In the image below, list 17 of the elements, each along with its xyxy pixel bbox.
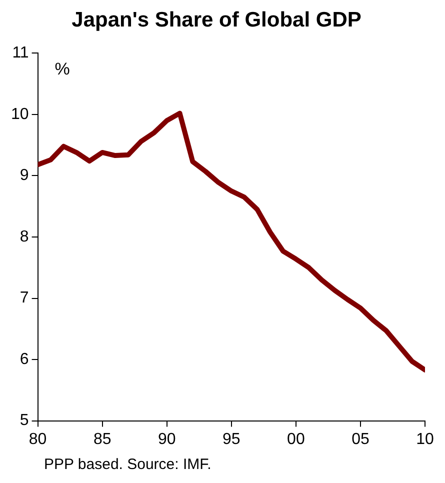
y-tick-label: 6 — [20, 350, 29, 368]
y-tick-label: 8 — [20, 228, 29, 246]
x-tick-label: 80 — [28, 430, 47, 448]
y-tick-label: 10 — [11, 106, 29, 123]
text: PPP based. Source: IMF. — [44, 456, 212, 473]
x-tick-label: 95 — [222, 430, 240, 448]
x-tick-label: 00 — [287, 430, 305, 448]
chart-title: Japan's Share of Global GDP — [72, 8, 362, 32]
y-tick-label: 5 — [20, 412, 29, 430]
y-axis-title: % — [54, 59, 70, 78]
y-tick-label: 9 — [20, 167, 29, 184]
x-tick-label: 85 — [93, 430, 112, 448]
y-tick-label: 11 — [12, 44, 29, 62]
x-tick-label: 90 — [158, 430, 176, 448]
x-tick-label: 10 — [416, 430, 434, 448]
y-tick-label: 7 — [20, 290, 29, 307]
x-tick-label: 05 — [352, 430, 370, 448]
